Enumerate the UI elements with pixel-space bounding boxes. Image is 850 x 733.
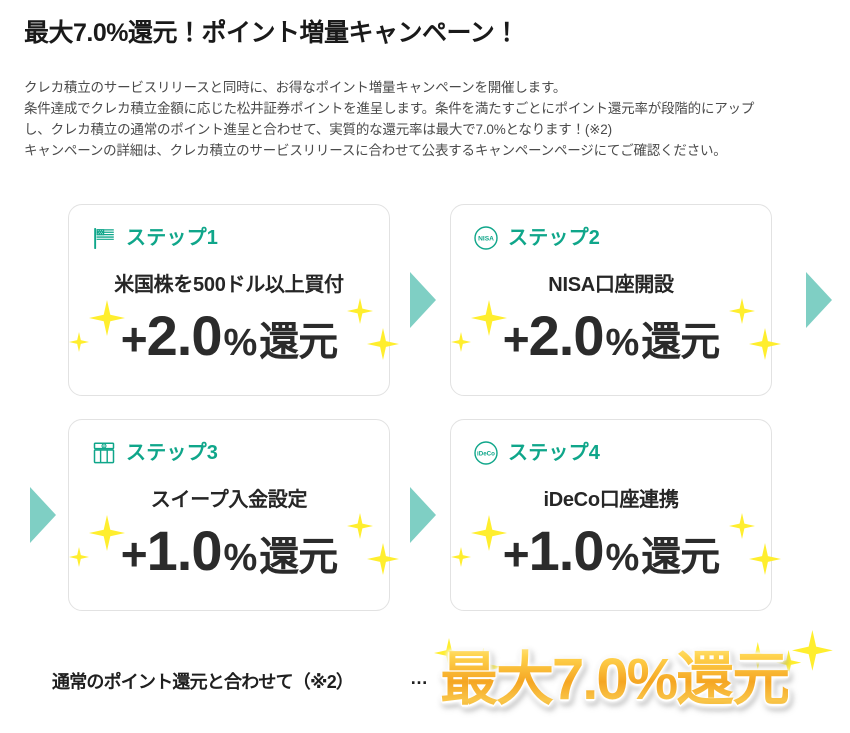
step-card-4-word: 還元: [641, 535, 720, 579]
us-flag-icon: [91, 225, 117, 251]
summary-ellipsis: …: [410, 668, 429, 688]
step-card-2-value: 2.0: [528, 304, 605, 367]
step-card-4-value: 1.0: [528, 519, 605, 582]
step-card-1: ステップ1 米国株を500ドル以上買付 + 2.0 % 還元: [68, 204, 400, 396]
step-card-2-header: NISA ステップ2: [473, 225, 600, 251]
lead-line-4: キャンペーンの詳細は、クレカ積立のサービスリリースに合わせて公表するキャンペーン…: [24, 143, 727, 158]
arrow-step3-to-step4: [410, 487, 436, 543]
sparkle-icon: [367, 328, 400, 360]
svg-text:¥: ¥: [103, 445, 105, 449]
step-card-4-header: iDeCo ステップ4: [473, 440, 600, 466]
sparkle-icon: [470, 300, 507, 336]
step-card-3-label: ステップ3: [126, 442, 219, 464]
step-card-3-condition: スイープ入金設定: [150, 489, 308, 511]
step-card-3-header: ¥ ステップ3: [91, 440, 218, 466]
summary-label: 通常のポイント還元と合わせて（※2）: [52, 672, 354, 692]
svg-text:iDeCo: iDeCo: [477, 450, 495, 457]
steps-grid: ステップ1 米国株を500ドル以上買付 + 2.0 % 還元: [0, 200, 850, 615]
step-card-3-value: 1.0: [146, 519, 223, 582]
svg-text:NISA: NISA: [478, 236, 494, 243]
summary-band: 通常のポイント還元と合わせて（※2） … 最大7.0%還元: [0, 628, 850, 733]
step-card-1-percent: %: [223, 322, 258, 364]
sparkle-icon: [749, 328, 782, 360]
step-card-4-label: ステップ4: [508, 442, 601, 464]
step-card-3-word: 還元: [259, 535, 338, 579]
lead-line-3: し、クレカ積立の通常のポイント進呈と合わせて、実質的な還元率は最大で7.0%とな…: [24, 122, 612, 137]
step-card-4-plus: +: [502, 528, 530, 580]
sparkle-icon: [88, 515, 125, 551]
step-card-1-header: ステップ1: [91, 225, 218, 251]
step-card-3-percent: %: [223, 537, 258, 579]
step-card-2-plus: +: [502, 313, 530, 365]
step-card-1-label: ステップ1: [126, 227, 219, 249]
sparkle-icon: [68, 332, 89, 352]
sparkle-icon: [68, 547, 89, 567]
sparkle-icon: [749, 543, 782, 575]
sparkle-icon: [367, 543, 400, 575]
lead-line-1: クレカ積立のサービスリリースと同時に、お得なポイント増量キャンペーンを開催します…: [24, 80, 567, 95]
step-card-4-percent: %: [605, 537, 640, 579]
sparkle-icon: [347, 513, 374, 539]
sparkle-icon: [450, 332, 471, 352]
sparkle-icon: [450, 547, 471, 567]
step-card-4-rate: + 1.0 % 還元: [450, 513, 782, 586]
sparkle-icon: [729, 513, 756, 539]
step-card-1-value: 2.0: [146, 304, 223, 367]
step-card-2-word: 還元: [641, 320, 720, 364]
step-card-2-label: ステップ2: [508, 227, 601, 249]
sparkle-icon: [729, 298, 756, 324]
sparkle-icon: [347, 298, 374, 324]
step-card-1-rate: + 2.0 % 還元: [68, 298, 400, 371]
step-card-2-percent: %: [605, 322, 640, 364]
step-card-4-condition: iDeCo口座連携: [543, 489, 679, 511]
page-title: 最大7.0%還元！ポイント増量キャンペーン！: [24, 19, 519, 47]
summary-total-rate: 最大7.0%還元: [440, 637, 790, 723]
step-card-3-plus: +: [120, 528, 148, 580]
step-card-1-word: 還元: [259, 320, 338, 364]
arrow-step1-to-step2: [410, 272, 436, 328]
step-card-1-plus: +: [120, 313, 148, 365]
step-card-3: ¥ ステップ3 スイープ入金設定 +: [68, 419, 400, 611]
ideco-badge-icon: iDeCo: [473, 440, 499, 466]
arrow-into-step3: [30, 487, 56, 543]
lead-line-2: 条件達成でクレカ積立金額に応じた松井証券ポイントを進呈します。条件を満たすごとに…: [24, 101, 755, 116]
step-card-4: iDeCo ステップ4 iDeCo口座連携 + 1.0 % 還: [450, 419, 782, 611]
summary-sparkles: [434, 630, 833, 687]
bank-building-icon: ¥: [91, 440, 117, 466]
step-card-3-rate: + 1.0 % 還元: [68, 513, 400, 586]
step-card-2: NISA ステップ2 NISA口座開設 + 2.0 % 還元: [450, 204, 782, 396]
nisa-badge-icon: NISA: [473, 225, 499, 251]
arrow-step2-to-next-row: [806, 272, 832, 328]
step-card-2-rate: + 2.0 % 還元: [450, 298, 782, 371]
step-card-1-condition: 米国株を500ドル以上買付: [114, 274, 344, 296]
sparkle-icon: [470, 515, 507, 551]
lead-paragraph: クレカ積立のサービスリリースと同時に、お得なポイント増量キャンペーンを開催します…: [24, 77, 824, 161]
sparkle-icon: [88, 300, 125, 336]
step-card-2-condition: NISA口座開設: [548, 274, 674, 296]
